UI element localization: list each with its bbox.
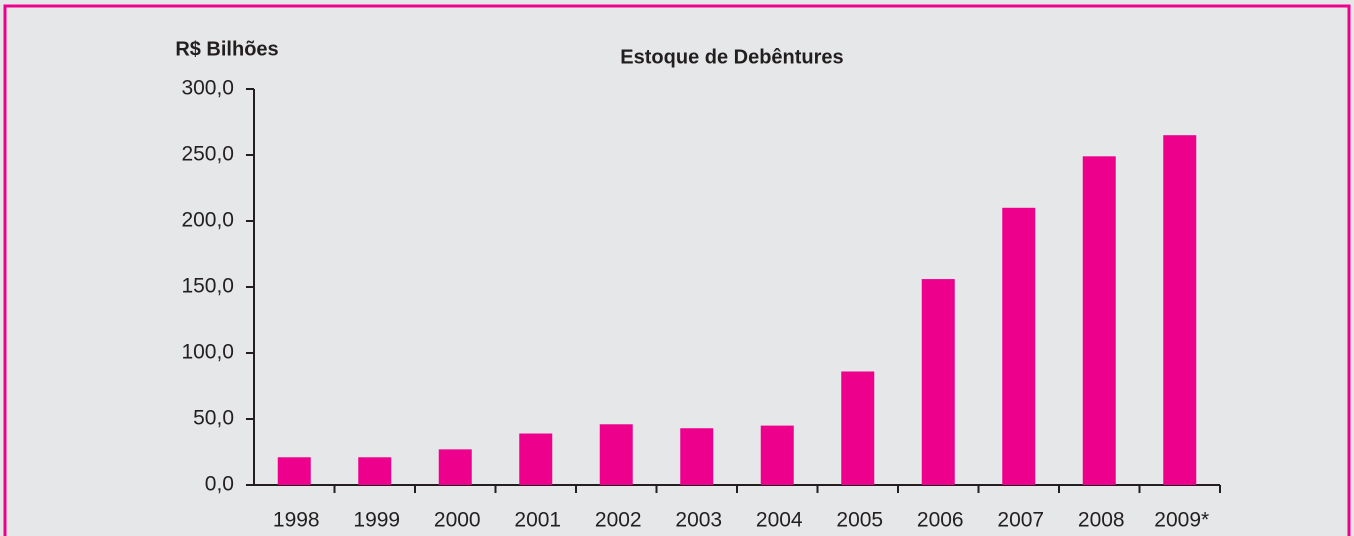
y-tick-label: 0,0 xyxy=(205,473,234,496)
bar xyxy=(358,457,392,485)
y-tick-label: 250,0 xyxy=(181,143,234,166)
x-tick-label: 1998 xyxy=(273,509,320,532)
y-tick-label: 300,0 xyxy=(181,77,234,100)
y-tick-label: 100,0 xyxy=(181,341,234,364)
bar xyxy=(277,457,311,485)
y-tick-label: 50,0 xyxy=(193,407,234,430)
x-tick-label: 2000 xyxy=(434,509,481,532)
bar xyxy=(760,425,794,485)
x-tick-label: 2007 xyxy=(997,509,1044,532)
bar xyxy=(680,428,714,485)
x-tick-label: 1999 xyxy=(353,509,400,532)
y-tick-label: 200,0 xyxy=(181,209,234,232)
x-tick-label: 2005 xyxy=(836,509,883,532)
bar xyxy=(921,279,955,485)
y-axis-label: R$ Bilhões xyxy=(175,38,278,60)
bar xyxy=(1082,156,1116,485)
x-tick-label: 2008 xyxy=(1078,509,1125,532)
bar xyxy=(438,449,472,485)
bar xyxy=(1002,207,1036,486)
bar xyxy=(519,433,553,485)
x-tick-label: 2002 xyxy=(595,509,642,532)
bar xyxy=(1163,135,1197,485)
chart-title: Estoque de Debêntures xyxy=(620,46,843,68)
bar xyxy=(841,371,875,485)
x-tick-label: 2003 xyxy=(675,509,722,532)
x-tick-label: 2006 xyxy=(917,509,964,532)
x-tick-label: 2004 xyxy=(756,509,803,532)
frame xyxy=(3,4,1351,536)
bar xyxy=(599,424,633,485)
y-tick-label: 150,0 xyxy=(181,275,234,298)
x-tick-label: 2009* xyxy=(1154,509,1209,532)
x-tick-label: 2001 xyxy=(514,509,561,532)
